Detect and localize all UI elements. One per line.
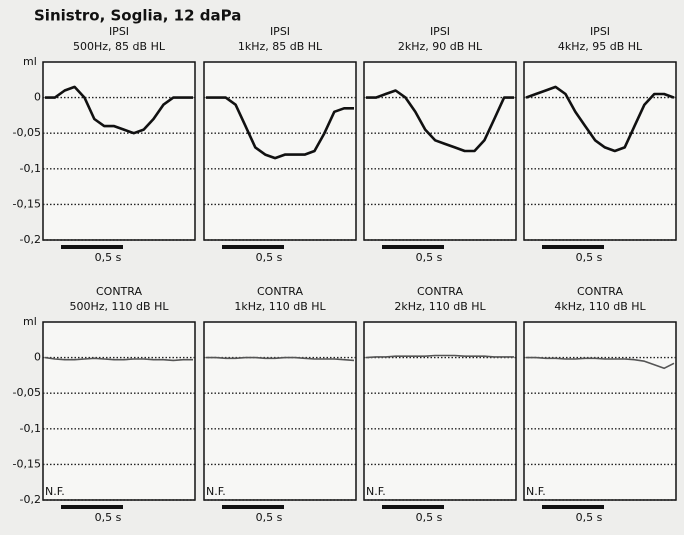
trace-line — [206, 356, 355, 362]
y-tick-label: -0,15 — [13, 197, 41, 210]
chart-subtitle: 2kHz, 110 dB HL — [394, 300, 486, 313]
trace-line — [365, 354, 514, 359]
y-tick-label: -0,05 — [13, 386, 41, 399]
scale-label: 0,5 s — [416, 511, 443, 524]
y-tick-label: -0,2 — [20, 493, 41, 506]
scale-bar — [222, 505, 284, 509]
chart-title: IPSI — [590, 25, 610, 38]
scale-bar — [382, 505, 444, 509]
plot-frame — [363, 61, 517, 241]
chart-title: CONTRA — [577, 285, 623, 298]
y-tick-label: -0,15 — [13, 457, 41, 470]
y-tick-label: 0 — [34, 91, 41, 104]
chart-title: CONTRA — [96, 285, 142, 298]
scale-label: 0,5 s — [256, 511, 283, 524]
scale-bar — [542, 505, 604, 509]
chart-title: IPSI — [109, 25, 129, 38]
y-tick-label: -0,1 — [20, 162, 41, 175]
scale-bar — [61, 245, 123, 249]
plot-frame — [42, 321, 196, 501]
trace-line — [206, 96, 354, 160]
trace-line — [525, 85, 675, 153]
chart-title: IPSI — [270, 25, 290, 38]
note: N.F. — [526, 485, 546, 498]
note: N.F. — [45, 485, 65, 498]
y-tick-label: 0 — [34, 351, 41, 364]
chart-subtitle: 4kHz, 110 dB HL — [554, 300, 646, 313]
chart-title: CONTRA — [257, 285, 303, 298]
chart-subtitle: 2kHz, 90 dB HL — [398, 40, 483, 53]
page-title: Sinistro, Soglia, 12 daPa — [34, 7, 241, 25]
scale-bar — [61, 505, 123, 509]
trace-line — [45, 85, 193, 135]
trace-line — [44, 356, 193, 362]
y-tick-label: -0,1 — [20, 422, 41, 435]
chart-subtitle: 500Hz, 110 dB HL — [70, 300, 170, 313]
note: N.F. — [366, 485, 386, 498]
plot-frame — [363, 321, 517, 501]
scale-bar — [382, 245, 444, 249]
y-axis-label: ml — [23, 55, 37, 68]
scale-bar — [542, 245, 604, 249]
scale-label: 0,5 s — [256, 251, 283, 264]
chart-subtitle: 1kHz, 85 dB HL — [238, 40, 323, 53]
scale-label: 0,5 s — [576, 511, 603, 524]
chart-subtitle: 500Hz, 85 dB HL — [73, 40, 166, 53]
plot-frame — [203, 61, 357, 241]
scale-label: 0,5 s — [576, 251, 603, 264]
scale-label: 0,5 s — [416, 251, 443, 264]
chart-title: IPSI — [430, 25, 450, 38]
scale-label: 0,5 s — [95, 511, 122, 524]
plot-frame — [523, 321, 677, 501]
y-tick-label: -0,2 — [20, 233, 41, 246]
y-axis-label: ml — [23, 315, 37, 328]
chart-subtitle: 4kHz, 95 dB HL — [558, 40, 643, 53]
y-tick-label: -0,05 — [13, 126, 41, 139]
scale-label: 0,5 s — [95, 251, 122, 264]
chart-subtitle: 1kHz, 110 dB HL — [234, 300, 326, 313]
scale-bar — [222, 245, 284, 249]
plot-frame — [42, 61, 196, 241]
trace-line — [526, 356, 675, 370]
plot-frame — [523, 61, 677, 241]
plot-frame — [203, 321, 357, 501]
note: N.F. — [206, 485, 226, 498]
chart-title: CONTRA — [417, 285, 463, 298]
trace-line — [366, 89, 514, 153]
